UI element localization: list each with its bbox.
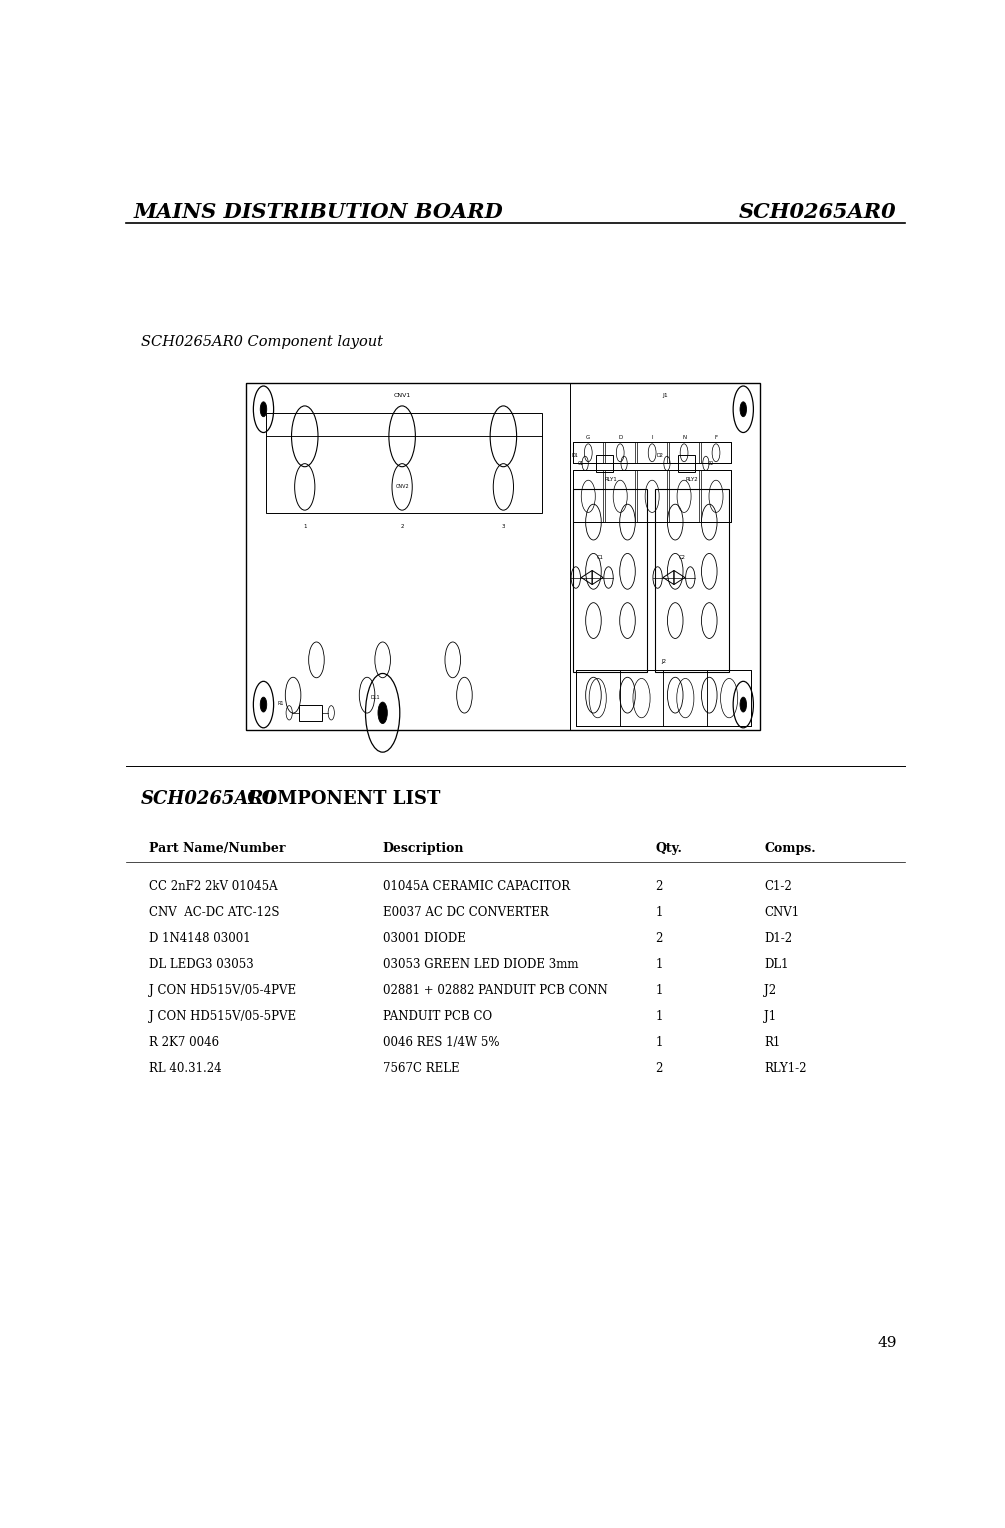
Text: 2: 2 <box>655 1062 662 1074</box>
Text: RLY2: RLY2 <box>685 477 698 483</box>
Text: 03053 GREEN LED DIODE 3mm: 03053 GREEN LED DIODE 3mm <box>383 958 578 972</box>
Text: C1: C1 <box>597 555 604 559</box>
Text: J2: J2 <box>661 659 666 663</box>
Bar <box>574 442 731 463</box>
Bar <box>574 471 603 523</box>
Text: R1: R1 <box>764 1036 781 1048</box>
Ellipse shape <box>260 402 266 417</box>
Text: 2: 2 <box>655 932 662 946</box>
Text: 3: 3 <box>501 524 506 529</box>
Text: Description: Description <box>383 842 464 854</box>
Text: SCH0265AR0 Component layout: SCH0265AR0 Component layout <box>141 335 383 350</box>
Text: CNV1: CNV1 <box>764 906 799 920</box>
Text: R 2K7 0046: R 2K7 0046 <box>149 1036 219 1048</box>
Bar <box>576 671 620 726</box>
Text: D 1N4148 03001: D 1N4148 03001 <box>149 932 250 946</box>
Bar <box>669 471 698 523</box>
Text: D1: D1 <box>571 452 578 458</box>
Bar <box>637 471 667 523</box>
Bar <box>605 442 635 463</box>
Text: 02: 02 <box>708 461 714 466</box>
Ellipse shape <box>740 697 747 712</box>
Text: COMPONENT LIST: COMPONENT LIST <box>241 790 440 808</box>
Bar <box>574 489 647 672</box>
Text: CNV1: CNV1 <box>394 393 411 397</box>
Text: J1: J1 <box>662 393 668 397</box>
Bar <box>246 384 570 730</box>
Ellipse shape <box>740 402 747 417</box>
Text: SCH0265AR0: SCH0265AR0 <box>141 790 277 808</box>
Text: J CON HD515V/05-4PVE: J CON HD515V/05-4PVE <box>149 984 296 996</box>
Bar <box>637 442 667 463</box>
Text: D: D <box>618 435 622 440</box>
Text: J2: J2 <box>764 984 777 996</box>
Text: F: F <box>715 435 718 440</box>
Text: 1: 1 <box>304 524 307 529</box>
Text: 1: 1 <box>655 1036 662 1048</box>
Ellipse shape <box>260 697 266 712</box>
Ellipse shape <box>378 701 387 724</box>
Text: PANDUIT PCB CO: PANDUIT PCB CO <box>383 1010 491 1022</box>
Bar <box>576 671 751 726</box>
Text: G: G <box>586 435 590 440</box>
Bar <box>677 455 695 472</box>
Text: 1: 1 <box>655 1010 662 1022</box>
Text: Qty.: Qty. <box>655 842 682 854</box>
Text: RL 40.31.24: RL 40.31.24 <box>149 1062 222 1074</box>
Text: C1-2: C1-2 <box>764 880 792 894</box>
Text: 1: 1 <box>655 958 662 972</box>
Text: E0037 AC DC CONVERTER: E0037 AC DC CONVERTER <box>383 906 549 920</box>
Text: RLY1: RLY1 <box>604 477 617 483</box>
Text: N: N <box>682 435 686 440</box>
Text: 7567C RELE: 7567C RELE <box>383 1062 459 1074</box>
Bar <box>574 442 603 463</box>
Text: Comps.: Comps. <box>764 842 816 854</box>
Text: D2: D2 <box>657 452 663 458</box>
Bar <box>596 455 613 472</box>
Text: J1: J1 <box>764 1010 777 1022</box>
Bar <box>708 671 751 726</box>
Text: CNV  AC-DC ATC-12S: CNV AC-DC ATC-12S <box>149 906 279 920</box>
Text: CNV2: CNV2 <box>395 484 409 489</box>
Bar <box>298 704 322 721</box>
Bar <box>605 471 635 523</box>
Text: D1-2: D1-2 <box>764 932 792 946</box>
Text: CC 2nF2 2kV 01045A: CC 2nF2 2kV 01045A <box>149 880 277 894</box>
Text: Part Name/Number: Part Name/Number <box>149 842 285 854</box>
Bar <box>663 671 708 726</box>
Text: 01: 01 <box>577 461 584 466</box>
Text: RLY1-2: RLY1-2 <box>764 1062 807 1074</box>
Bar <box>655 489 730 672</box>
Text: SCH0265AR0: SCH0265AR0 <box>739 202 896 222</box>
Bar <box>265 413 543 513</box>
Text: J CON HD515V/05-5PVE: J CON HD515V/05-5PVE <box>149 1010 296 1022</box>
Text: 2: 2 <box>655 880 662 894</box>
Text: MAINS DISTRIBUTION BOARD: MAINS DISTRIBUTION BOARD <box>134 202 504 222</box>
Text: 01045A CERAMIC CAPACITOR: 01045A CERAMIC CAPACITOR <box>383 880 570 894</box>
Text: I: I <box>651 435 653 440</box>
Text: C2: C2 <box>679 555 686 559</box>
Text: DL1: DL1 <box>371 695 381 700</box>
Text: 0046 RES 1/4W 5%: 0046 RES 1/4W 5% <box>383 1036 499 1048</box>
Text: 03001 DIODE: 03001 DIODE <box>383 932 465 946</box>
Bar <box>701 442 731 463</box>
Text: 02881 + 02882 PANDUIT PCB CONN: 02881 + 02882 PANDUIT PCB CONN <box>383 984 607 996</box>
Text: 2: 2 <box>400 524 404 529</box>
Text: DL1: DL1 <box>764 958 789 972</box>
Bar <box>669 442 698 463</box>
Text: 1: 1 <box>655 984 662 996</box>
Text: 49: 49 <box>877 1337 896 1351</box>
Bar <box>246 384 761 730</box>
Bar <box>701 471 731 523</box>
Text: 1: 1 <box>655 906 662 920</box>
Text: R1: R1 <box>277 701 284 706</box>
Bar <box>574 471 731 523</box>
Text: DL LEDG3 03053: DL LEDG3 03053 <box>149 958 253 972</box>
Bar <box>620 671 663 726</box>
